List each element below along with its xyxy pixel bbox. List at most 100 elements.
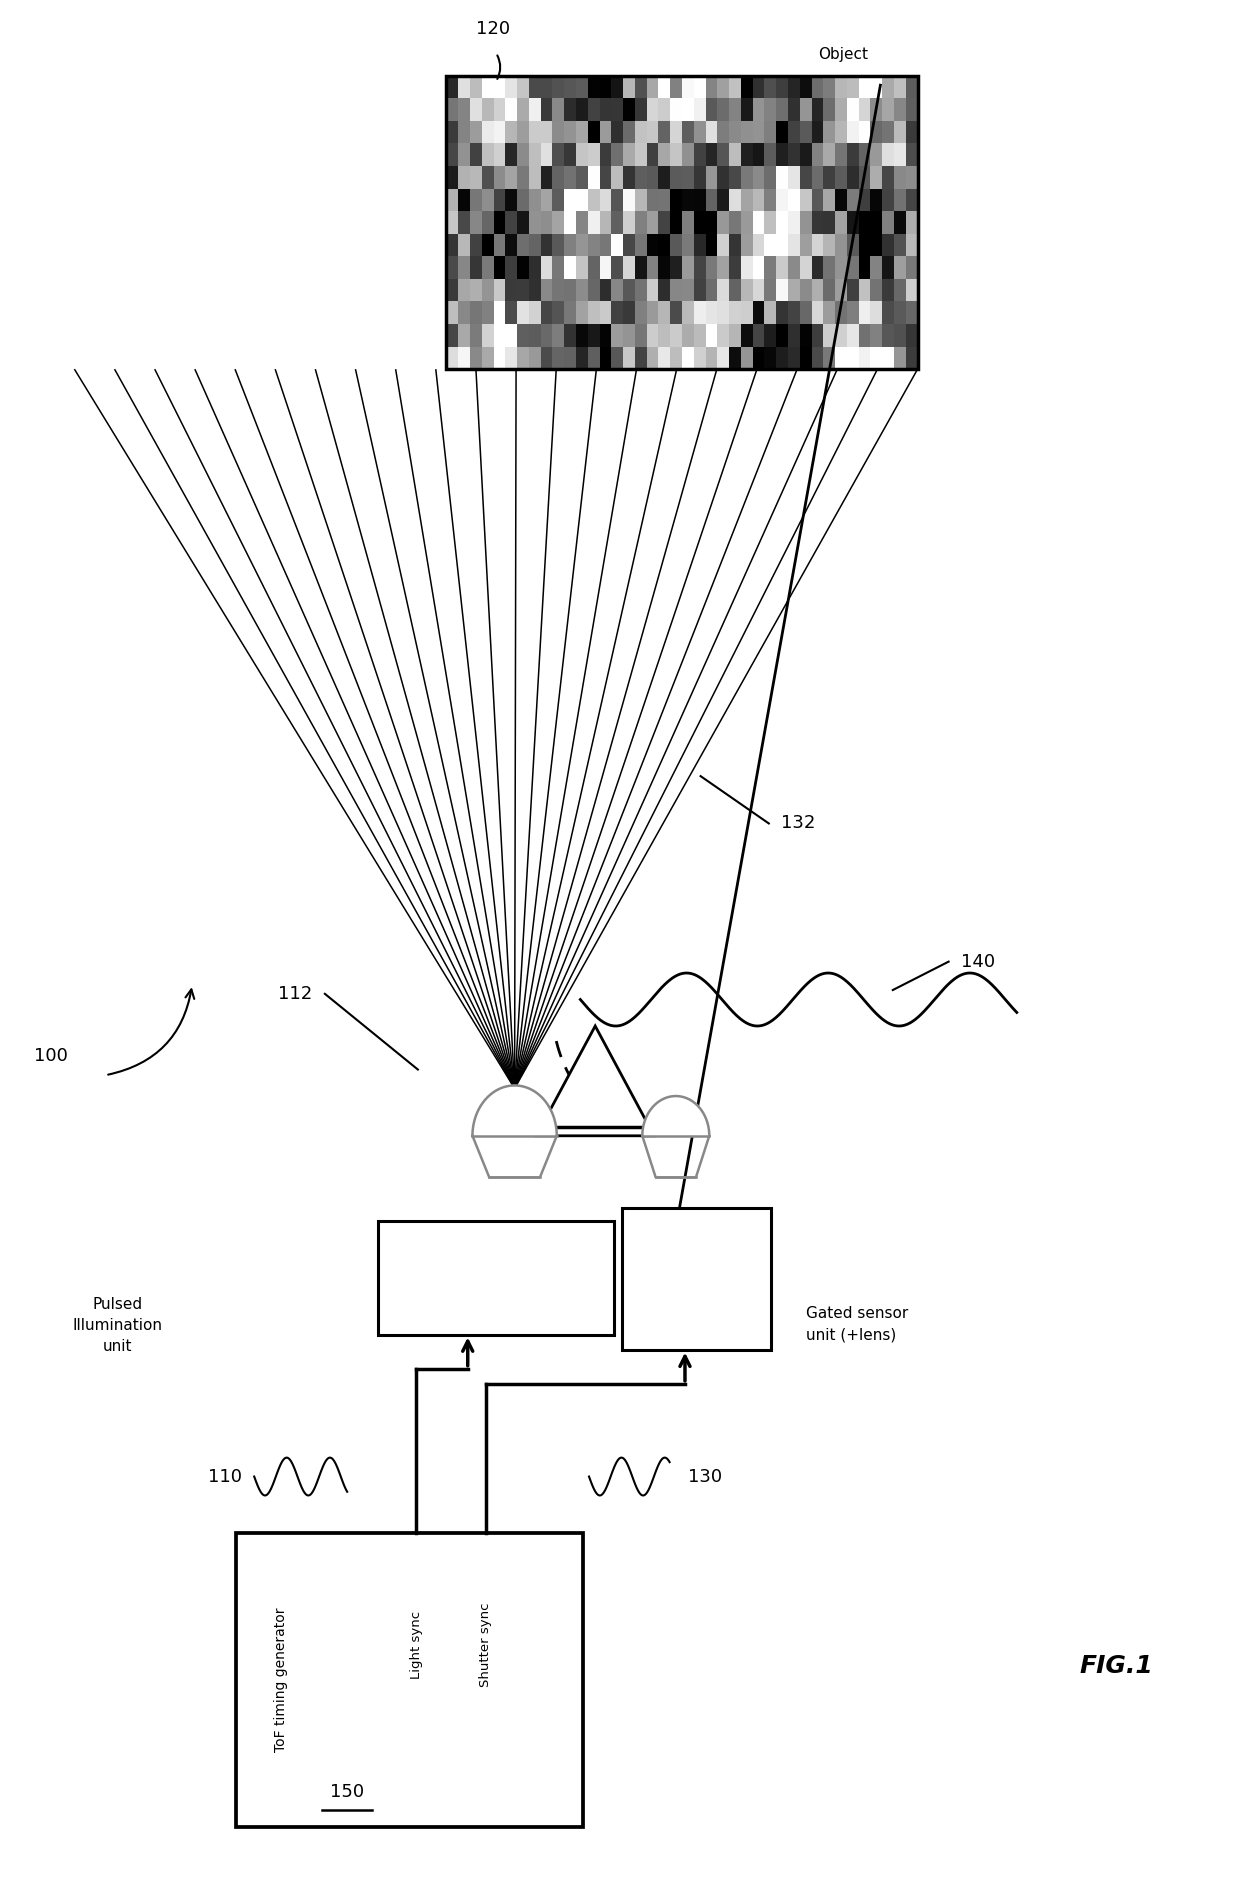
Bar bbox=[528, 121, 541, 144]
Bar bbox=[670, 324, 682, 346]
Bar bbox=[789, 256, 800, 278]
Bar bbox=[670, 301, 682, 324]
Bar bbox=[905, 144, 918, 167]
Bar bbox=[635, 98, 647, 121]
Bar bbox=[764, 212, 776, 233]
Bar bbox=[717, 76, 729, 98]
Bar bbox=[622, 301, 635, 324]
Bar bbox=[541, 278, 552, 301]
Bar bbox=[847, 324, 858, 346]
Bar bbox=[647, 144, 658, 167]
Bar bbox=[588, 278, 600, 301]
Bar bbox=[776, 121, 789, 144]
Bar bbox=[481, 189, 494, 212]
Bar bbox=[706, 324, 717, 346]
Bar bbox=[870, 76, 882, 98]
Bar bbox=[588, 121, 600, 144]
Bar bbox=[858, 278, 870, 301]
Bar bbox=[446, 121, 459, 144]
Bar bbox=[753, 256, 764, 278]
Text: 132: 132 bbox=[781, 814, 816, 833]
Bar bbox=[670, 278, 682, 301]
Bar bbox=[575, 76, 588, 98]
Bar bbox=[494, 212, 506, 233]
Bar bbox=[836, 167, 847, 189]
Bar bbox=[800, 346, 812, 369]
Bar bbox=[729, 121, 742, 144]
Bar bbox=[446, 167, 459, 189]
Bar bbox=[446, 98, 459, 121]
Bar bbox=[717, 121, 729, 144]
Bar bbox=[528, 278, 541, 301]
Bar bbox=[588, 346, 600, 369]
Bar bbox=[836, 346, 847, 369]
Bar bbox=[776, 278, 789, 301]
Bar bbox=[446, 76, 459, 98]
Bar bbox=[541, 233, 552, 256]
Bar bbox=[494, 346, 506, 369]
Bar bbox=[552, 301, 564, 324]
Bar bbox=[481, 167, 494, 189]
Bar bbox=[470, 346, 481, 369]
Bar bbox=[588, 324, 600, 346]
Bar bbox=[740, 301, 753, 324]
Bar bbox=[446, 346, 459, 369]
Bar bbox=[717, 212, 729, 233]
Bar bbox=[647, 98, 658, 121]
Bar bbox=[764, 144, 776, 167]
Bar bbox=[506, 212, 517, 233]
Bar bbox=[564, 144, 575, 167]
Bar bbox=[894, 98, 905, 121]
Bar bbox=[847, 301, 858, 324]
Bar bbox=[506, 167, 517, 189]
Bar bbox=[894, 76, 905, 98]
Bar bbox=[894, 189, 905, 212]
Bar bbox=[600, 301, 611, 324]
Bar bbox=[753, 301, 764, 324]
Bar bbox=[858, 346, 870, 369]
Bar bbox=[541, 167, 552, 189]
Bar bbox=[811, 324, 823, 346]
Bar bbox=[706, 301, 717, 324]
Bar bbox=[740, 98, 753, 121]
Bar bbox=[682, 324, 694, 346]
Bar bbox=[564, 121, 575, 144]
Bar bbox=[823, 76, 835, 98]
Text: ToF timing generator: ToF timing generator bbox=[274, 1607, 288, 1753]
Bar bbox=[811, 278, 823, 301]
Bar bbox=[753, 189, 764, 212]
Bar bbox=[694, 212, 706, 233]
Bar bbox=[800, 324, 812, 346]
Bar bbox=[541, 346, 552, 369]
Bar bbox=[588, 144, 600, 167]
Bar bbox=[541, 144, 552, 167]
Bar bbox=[552, 212, 564, 233]
Bar bbox=[894, 121, 905, 144]
Bar bbox=[541, 98, 552, 121]
Bar bbox=[635, 167, 647, 189]
Bar bbox=[470, 76, 481, 98]
Bar bbox=[870, 98, 882, 121]
Bar bbox=[753, 212, 764, 233]
Text: 112: 112 bbox=[278, 984, 312, 1003]
Bar bbox=[470, 256, 481, 278]
Bar bbox=[611, 233, 622, 256]
Bar bbox=[517, 189, 528, 212]
Bar bbox=[552, 189, 564, 212]
Bar bbox=[823, 278, 835, 301]
Bar bbox=[552, 256, 564, 278]
Bar bbox=[894, 233, 905, 256]
Text: Gated sensor
unit (+lens): Gated sensor unit (+lens) bbox=[806, 1306, 908, 1342]
Bar bbox=[870, 301, 882, 324]
Bar bbox=[753, 278, 764, 301]
Bar bbox=[564, 346, 575, 369]
Bar bbox=[729, 324, 742, 346]
Bar bbox=[717, 301, 729, 324]
Bar bbox=[883, 301, 894, 324]
Bar bbox=[575, 256, 588, 278]
Bar bbox=[717, 189, 729, 212]
Bar bbox=[905, 233, 918, 256]
Text: Shutter sync: Shutter sync bbox=[479, 1603, 492, 1687]
Bar bbox=[459, 167, 470, 189]
Bar bbox=[800, 189, 812, 212]
